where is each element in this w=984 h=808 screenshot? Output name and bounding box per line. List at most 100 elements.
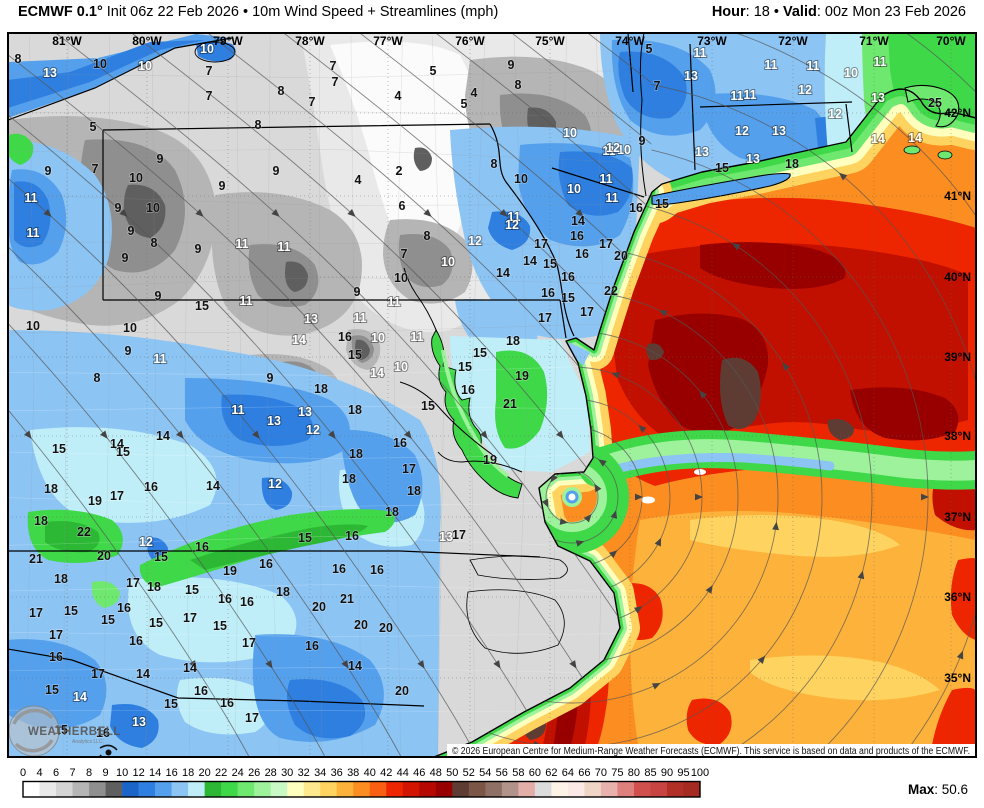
- wind-speed-value: 10: [514, 172, 528, 186]
- wind-speed-value: 17: [242, 636, 256, 650]
- wind-speed-value: 13: [304, 312, 318, 326]
- wind-speed-value: 15: [348, 348, 362, 362]
- wind-speed-value: 18: [785, 157, 799, 171]
- wind-speed-value: 11: [602, 144, 615, 158]
- longitude-label: 76°W: [455, 34, 485, 48]
- wind-speed-value: 14: [871, 132, 885, 146]
- wind-speed-value: 18: [314, 382, 328, 396]
- colorbar-tick-label: 100: [691, 767, 709, 779]
- colorbar-segment: [617, 781, 635, 797]
- wind-speed-value: 20: [379, 621, 393, 635]
- colorbar-tick-label: 60: [529, 767, 541, 779]
- wind-speed-value: 16: [338, 330, 352, 344]
- colorbar-tick-label: 85: [644, 767, 656, 779]
- wind-speed-value: 10: [563, 126, 577, 140]
- wind-speed-value: 10: [394, 360, 408, 374]
- wind-speed-value: 13: [132, 715, 146, 729]
- wind-speed-value: 11: [873, 55, 886, 69]
- wind-speed-value: 8: [15, 52, 22, 66]
- wind-speed-value: 12: [735, 124, 749, 138]
- colorbar-segment: [386, 781, 404, 797]
- longitude-label: 77°W: [373, 34, 403, 48]
- wind-speed-value: 9: [354, 285, 361, 299]
- wind-speed-value: 9: [115, 201, 122, 215]
- wind-speed-value: 18: [276, 585, 290, 599]
- colorbar-segment: [122, 781, 139, 797]
- colorbar-tick-label: 90: [661, 767, 673, 779]
- colorbar-tick-label: 34: [314, 767, 326, 779]
- colorbar-segment: [567, 781, 585, 797]
- colorbar-segment: [633, 781, 651, 797]
- colorbar-segment: [336, 781, 354, 797]
- colorbar-tick-label: 40: [364, 767, 376, 779]
- colorbar-segment: [56, 781, 73, 797]
- colorbar-segment: [518, 781, 536, 797]
- wind-speed-value: 10: [123, 321, 137, 335]
- wind-speed-value: 16: [541, 286, 555, 300]
- colorbar-segment: [353, 781, 371, 797]
- wind-speed-value: 4: [355, 173, 362, 187]
- wind-speed-value: 20: [614, 249, 628, 263]
- wind-speed-value: 13: [746, 152, 760, 166]
- wind-speed-value: 7: [401, 247, 408, 261]
- longitude-label: 79°W: [213, 34, 243, 48]
- colorbar-segment: [501, 781, 519, 797]
- logo-text: WEATHERBELL: [28, 726, 121, 738]
- wind-speed-value: 18: [44, 482, 58, 496]
- wind-speed-value: 13: [871, 91, 885, 105]
- colorbar-tick-label: 38: [347, 767, 359, 779]
- colorbar-segment: [468, 781, 486, 797]
- wind-speed-value: 14: [73, 690, 87, 704]
- header-bar: ECMWF 0.1° Init 06z 22 Feb 2026 • 10m Wi…: [0, 0, 984, 30]
- wind-speed-value: 11: [353, 311, 366, 325]
- logo-subtext: Analytics LLC: [72, 739, 103, 745]
- wind-speed-value: 17: [580, 305, 594, 319]
- map-title: ECMWF 0.1° Init 06z 22 Feb 2026 • 10m Wi…: [18, 4, 498, 20]
- wind-speed-value: 17: [91, 667, 105, 681]
- copyright-strip: [447, 744, 975, 756]
- colorbar-tick-label: 50: [446, 767, 458, 779]
- wind-speed-value: 10: [93, 57, 107, 71]
- max-value: Max: 50.6: [908, 782, 968, 797]
- colorbar-tick-label: 66: [578, 767, 590, 779]
- wind-speed-value: 25: [928, 96, 942, 110]
- wind-speed-value: 7: [332, 75, 339, 89]
- wind-speed-value: 20: [97, 549, 111, 563]
- wind-speed-value: 11: [507, 210, 520, 224]
- wind-speed-value: 15: [101, 613, 115, 627]
- wind-speed-value: 13: [772, 124, 786, 138]
- wind-speed-value: 17: [49, 628, 63, 642]
- wind-speed-value: 18: [348, 403, 362, 417]
- colorbar-segment: [534, 781, 552, 797]
- wind-speed-value: 11: [387, 295, 400, 309]
- wind-speed-value: 4: [395, 89, 402, 103]
- wind-speed-value: 7: [654, 79, 661, 93]
- wind-speed-value: 14: [523, 254, 537, 268]
- wind-speed-value: 9: [195, 242, 202, 256]
- wind-speed-value: 9: [508, 58, 515, 72]
- colorbar-tick-label: 6: [53, 767, 59, 779]
- wind-speed-value: 19: [515, 369, 529, 383]
- wind-speed-value: 15: [149, 616, 163, 630]
- wind-speed-value: 12: [798, 83, 812, 97]
- wind-speed-value: 18: [34, 514, 48, 528]
- wind-speed-value: 11: [743, 88, 756, 102]
- wind-speed-value: 5: [90, 120, 97, 134]
- colorbar-segment: [584, 781, 602, 797]
- wind-speed-value: 9: [122, 251, 129, 265]
- wind-speed-value: 15: [473, 346, 487, 360]
- wind-speed-value: 15: [561, 291, 575, 305]
- colorbar-tick-label: 26: [248, 767, 260, 779]
- wind-speed-value: 16: [561, 270, 575, 284]
- wind-speed-value: 18: [54, 572, 68, 586]
- wind-speed-value: 15: [164, 697, 178, 711]
- wind-speed-value: 18: [349, 447, 363, 461]
- latitude-label: 37°N: [944, 510, 971, 524]
- wind-speed-value: 20: [395, 684, 409, 698]
- colorbar-segment: [600, 781, 618, 797]
- wind-speed-value: 2: [396, 164, 403, 178]
- wind-speed-value: 12: [139, 535, 153, 549]
- wind-speed-value: 15: [458, 360, 472, 374]
